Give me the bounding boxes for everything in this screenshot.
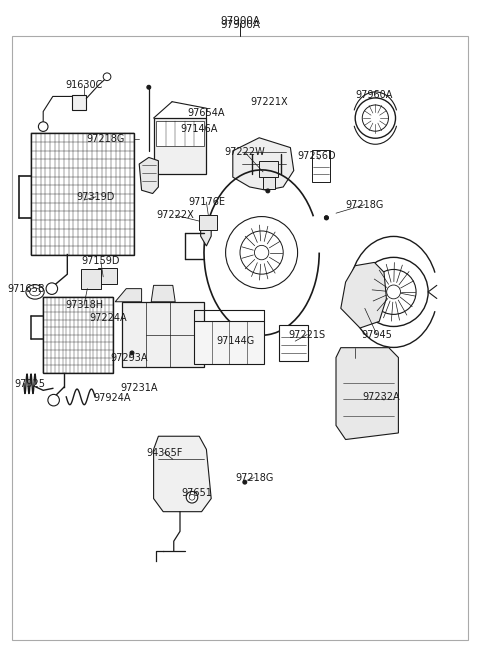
Text: 91630C: 91630C [65, 80, 103, 91]
Circle shape [254, 245, 269, 260]
Text: 97654A: 97654A [188, 108, 225, 118]
Bar [122, 302, 204, 367]
Circle shape [324, 216, 328, 220]
Circle shape [226, 216, 298, 289]
Circle shape [371, 270, 416, 314]
Text: 97945: 97945 [361, 329, 392, 340]
Text: 97224A: 97224A [89, 313, 127, 323]
Circle shape [48, 394, 60, 406]
Text: 97319D: 97319D [77, 192, 115, 202]
Circle shape [186, 491, 198, 503]
Text: 97925: 97925 [14, 379, 45, 389]
Circle shape [130, 351, 134, 355]
Text: 97218G: 97218G [235, 472, 274, 483]
Polygon shape [115, 289, 142, 302]
Circle shape [240, 231, 283, 274]
Text: 97222W: 97222W [225, 147, 265, 157]
Polygon shape [341, 262, 386, 328]
Polygon shape [151, 285, 175, 302]
Text: 94365F: 94365F [146, 447, 182, 458]
Text: 97221X: 97221X [250, 96, 288, 107]
Text: 97232A: 97232A [363, 392, 400, 402]
Text: 97924A: 97924A [93, 393, 131, 403]
Bar [279, 325, 308, 361]
Polygon shape [336, 348, 398, 440]
Circle shape [362, 105, 388, 131]
Text: 97159D: 97159D [82, 256, 120, 266]
Text: 97960A: 97960A [356, 90, 393, 100]
Circle shape [38, 122, 48, 131]
Text: 97146A: 97146A [180, 123, 218, 134]
Polygon shape [139, 157, 158, 194]
Bar [194, 321, 264, 364]
Circle shape [324, 216, 328, 220]
Ellipse shape [26, 285, 44, 299]
Bar [154, 118, 206, 174]
Bar [81, 269, 101, 289]
Circle shape [266, 189, 270, 193]
Polygon shape [154, 436, 211, 512]
Circle shape [359, 257, 428, 327]
Text: 97900A: 97900A [220, 16, 260, 26]
Text: 97651: 97651 [181, 488, 212, 499]
Text: 97176E: 97176E [188, 197, 225, 207]
Bar [259, 161, 278, 177]
Bar [312, 150, 330, 182]
Circle shape [147, 85, 151, 89]
Polygon shape [201, 220, 211, 246]
Bar [156, 121, 204, 146]
Circle shape [103, 73, 111, 81]
Bar [43, 297, 113, 373]
Polygon shape [233, 138, 294, 190]
Bar [98, 268, 117, 284]
Bar [199, 215, 217, 230]
Text: 97231A: 97231A [120, 383, 158, 394]
Text: 97318H: 97318H [65, 300, 103, 310]
Bar [263, 177, 275, 189]
Circle shape [243, 480, 247, 484]
Circle shape [355, 98, 396, 138]
Text: 97144G: 97144G [216, 336, 254, 346]
Circle shape [387, 285, 400, 299]
Text: 97218G: 97218G [86, 134, 125, 144]
Text: 97256D: 97256D [298, 151, 336, 161]
Circle shape [46, 283, 58, 295]
Bar [31, 133, 134, 255]
Text: 97218G: 97218G [346, 199, 384, 210]
Circle shape [189, 495, 195, 500]
Text: 97165B: 97165B [8, 283, 45, 294]
Text: 97221S: 97221S [288, 329, 326, 340]
Text: 97900A: 97900A [220, 20, 260, 30]
Bar [72, 95, 86, 110]
Ellipse shape [30, 288, 40, 296]
Text: 97293A: 97293A [111, 352, 148, 363]
Text: 97222X: 97222X [156, 210, 194, 220]
